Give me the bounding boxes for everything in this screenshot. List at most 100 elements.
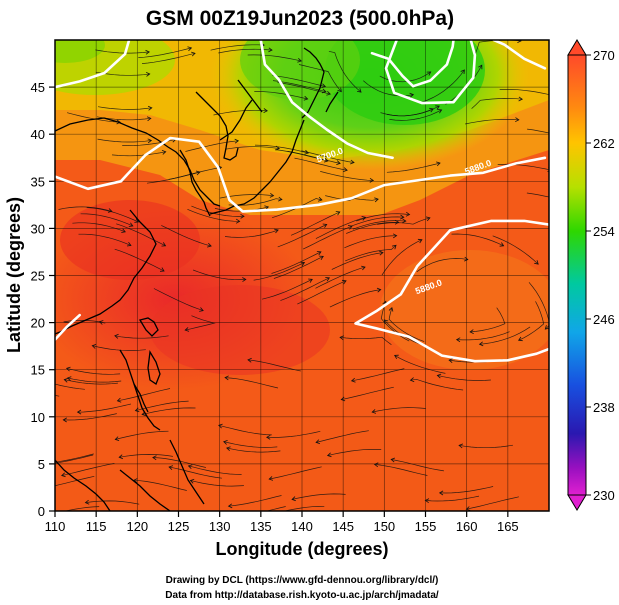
streamline	[136, 40, 146, 41]
streamline-arrow	[235, 218, 241, 224]
streamline	[253, 262, 305, 281]
streamline	[425, 495, 480, 502]
streamline	[328, 50, 362, 93]
x-tick-label: 110	[45, 519, 66, 534]
streamline-arrow	[549, 93, 553, 97]
streamline	[247, 54, 302, 62]
streamline-arrow	[134, 407, 140, 413]
streamline-arrow	[390, 457, 396, 463]
streamline	[58, 206, 112, 212]
streamline-arrow	[424, 498, 430, 504]
streamline-arrow	[107, 208, 113, 213]
streamline	[377, 217, 431, 225]
x-tick-label: 135	[250, 519, 272, 534]
streamline-arrow	[394, 354, 399, 360]
streamline-arrow	[147, 105, 153, 111]
contour-low-center	[370, 40, 455, 88]
streamline-arrow	[316, 251, 322, 256]
streamline	[77, 403, 131, 413]
streamline-arrow	[458, 443, 464, 449]
streamline	[439, 486, 494, 494]
streamline	[190, 480, 244, 487]
credit-drawing: Drawing by DCL (https://www.gfd-dennou.o…	[166, 575, 439, 586]
streamline-arrow	[517, 40, 522, 43]
colorbar: 270 262 254 246 238 230	[567, 39, 615, 511]
streamline-arrow	[388, 306, 394, 312]
coastlines	[55, 47, 339, 511]
y-tick-label: 45	[31, 80, 45, 95]
contour-ne-corner	[492, 40, 547, 70]
streamline-arrow	[84, 499, 90, 505]
streamline-arrow	[374, 197, 379, 203]
streamline	[55, 475, 95, 487]
streamline	[133, 479, 187, 491]
streamline-arrow	[425, 216, 431, 222]
streamline-arrow	[321, 88, 327, 94]
contour-ne-ring	[384, 40, 477, 105]
streamline-arrow	[152, 455, 157, 461]
streamline-arrow	[240, 213, 245, 219]
streamline	[247, 359, 301, 372]
streamline	[327, 449, 382, 456]
streamline-arrow	[376, 287, 382, 293]
streamline-arrow	[141, 411, 147, 417]
streamline-arrow	[134, 218, 140, 223]
streamline-arrow	[339, 335, 344, 341]
streamline	[97, 138, 152, 143]
streamline-arrow	[223, 440, 228, 445]
wind-streamlines	[55, 40, 553, 511]
x-axis-ticks: 110 115 120 125 130 135 140 145 150 155 160 165	[45, 511, 519, 534]
streamline	[188, 465, 242, 475]
streamline-arrow	[184, 327, 190, 332]
streamline	[191, 205, 245, 217]
streamline-arrow	[297, 58, 302, 63]
streamline	[421, 69, 465, 103]
streamline-arrow	[350, 377, 356, 383]
streamline-arrow	[455, 337, 461, 343]
streamline	[187, 208, 240, 222]
streamline	[380, 301, 410, 342]
streamline-arrow	[534, 260, 539, 265]
streamline	[380, 108, 434, 117]
colorbar-gradient	[567, 54, 587, 496]
y-tick-label: 0	[38, 504, 45, 519]
streamline-arrow	[76, 409, 82, 415]
y-axis-ticks: 0 5 10 15 20 25 30 35 40 45	[31, 80, 55, 519]
streamline-arrow	[218, 423, 223, 429]
streamline	[225, 146, 280, 150]
streamline	[294, 157, 348, 171]
streamline-arrow	[465, 506, 471, 511]
streamline	[527, 128, 549, 134]
streamline	[210, 44, 265, 51]
streamline-arrow	[191, 51, 196, 57]
streamline	[518, 301, 545, 341]
streamline-arrow	[121, 228, 126, 233]
streamline	[277, 82, 331, 95]
y-axis-label: Latitude (degrees)	[4, 197, 24, 353]
streamline	[192, 269, 246, 280]
streamline-arrow	[234, 138, 240, 144]
streamline	[471, 98, 523, 109]
colorbar-tick-label: 262	[593, 136, 615, 151]
streamline-arrow	[304, 149, 310, 155]
x-tick-label: 160	[456, 519, 478, 534]
streamline	[345, 245, 397, 262]
streamline-arrow	[63, 377, 69, 383]
streamline-arrow	[114, 436, 120, 441]
streamline-arrow	[379, 250, 384, 256]
streamline	[92, 345, 146, 351]
streamline-arrow	[168, 465, 174, 470]
streamline-arrow	[242, 277, 247, 282]
streamline-arrow	[357, 88, 362, 93]
streamline-arrow	[469, 329, 474, 335]
streamline-arrow	[361, 265, 366, 271]
streamline-arrow	[499, 242, 505, 247]
streamline	[301, 150, 355, 163]
streamline-arrow	[436, 161, 441, 167]
x-tick-label: 115	[86, 519, 107, 534]
streamline-arrow	[405, 211, 411, 217]
streamline-arrow	[341, 279, 347, 285]
streamline-arrow	[322, 223, 328, 228]
streamline	[351, 368, 405, 382]
x-tick-label: 155	[415, 519, 437, 534]
